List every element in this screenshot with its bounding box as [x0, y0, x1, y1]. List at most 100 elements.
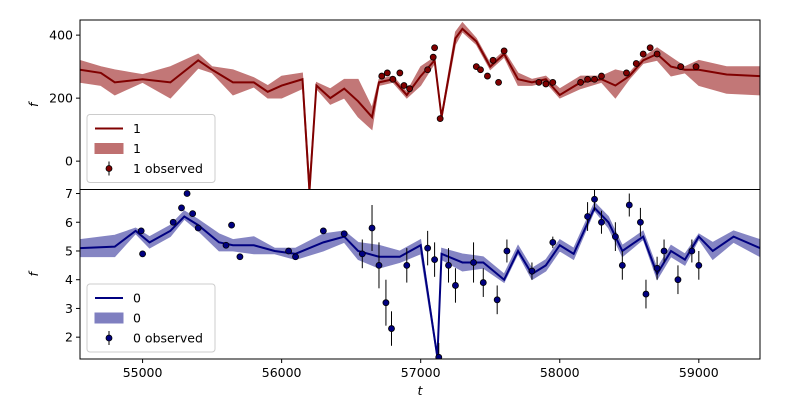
observed-point [493, 296, 501, 304]
observed-point [445, 261, 452, 269]
observed-point [577, 78, 585, 86]
y-tick-label: 200 [49, 91, 73, 106]
observed-point [495, 78, 502, 86]
observed-point [139, 250, 146, 258]
observed-point [435, 353, 443, 359]
observed-point [489, 56, 497, 64]
legend-label: 0 observed [133, 331, 203, 346]
plot-area [80, 21, 760, 190]
observed-point [637, 218, 644, 226]
observed-point [340, 230, 348, 238]
observed-point [228, 221, 235, 229]
observed-point [236, 253, 244, 261]
observed-point [484, 72, 491, 80]
observed-point [375, 261, 383, 269]
observed-point [542, 80, 550, 88]
observed-point [528, 267, 536, 275]
observed-point [677, 63, 685, 71]
observed-point [194, 224, 202, 232]
x-tick-label: 57000 [401, 365, 441, 380]
observed-point [389, 75, 397, 83]
observed-point [591, 75, 598, 83]
observed-point [189, 210, 197, 218]
y-tick-label: 4 [65, 272, 73, 287]
y-tick-label: 3 [65, 301, 73, 316]
observed-point [436, 115, 444, 123]
legend-swatch [105, 165, 113, 172]
observed-point [406, 85, 413, 93]
confidence-band [80, 21, 760, 190]
observed-point [424, 244, 432, 252]
observed-point [653, 50, 661, 58]
legend-box [86, 283, 216, 353]
observed-point [660, 247, 668, 255]
observed-point [452, 282, 459, 289]
observed-point [403, 261, 411, 269]
observed-point [388, 325, 395, 332]
observed-point [396, 69, 404, 77]
observed-point [477, 66, 484, 74]
observed-point [639, 50, 647, 58]
observed-point [618, 261, 626, 269]
legend-label: 0 [133, 291, 141, 306]
observed-point [625, 201, 633, 209]
plot-area [80, 189, 760, 359]
y-tick-label: 6 [65, 215, 73, 230]
observed-point [692, 63, 700, 71]
observed-point [632, 60, 640, 67]
observed-point [358, 250, 366, 258]
observed-point [642, 290, 650, 298]
frame [79, 189, 761, 360]
y-axis-label: f [26, 101, 41, 107]
observed-point [503, 247, 511, 255]
observed-point [319, 227, 327, 235]
observed-point [598, 72, 605, 80]
observed-point [178, 204, 185, 212]
legend-label: 1 observed [133, 161, 203, 176]
observed-point [470, 259, 477, 266]
observed-point [137, 227, 145, 235]
observed-point [598, 218, 605, 226]
observed-point [611, 233, 619, 241]
observed-point [584, 213, 591, 220]
observed-point [431, 44, 439, 52]
y-tick-label: 0 [65, 154, 73, 169]
mean-line [80, 206, 760, 358]
observed-point [549, 78, 557, 86]
x-axis-label: t [418, 383, 424, 398]
observed-point [183, 190, 191, 197]
x-tick-label: 55000 [123, 365, 163, 380]
observed-point [591, 195, 598, 203]
x-tick-label: 58000 [540, 365, 580, 380]
y-tick-label: 5 [65, 243, 73, 258]
observed-point [688, 247, 696, 255]
observed-point [653, 264, 661, 272]
observed-point [584, 75, 591, 83]
observed-point [292, 253, 299, 261]
observed-point [368, 224, 376, 232]
observed-point [695, 261, 703, 269]
observed-point [549, 238, 557, 246]
y-axis-label: f [26, 270, 41, 276]
x-tick-label: 56000 [262, 365, 302, 380]
observed-point [646, 44, 654, 52]
observed-point [222, 241, 230, 249]
y-tick-label: 400 [49, 28, 73, 43]
observed-point [169, 218, 177, 226]
observed-point [623, 69, 630, 77]
legend-label: 1 [133, 121, 141, 136]
y-tick-label: 2 [65, 330, 73, 345]
observed-point [431, 256, 439, 263]
legend-swatch [94, 312, 124, 324]
observed-point [424, 66, 432, 74]
legend-label: 1 [133, 141, 141, 156]
observed-point [674, 276, 682, 284]
legend-swatch [94, 143, 124, 154]
x-tick-label: 59000 [679, 365, 719, 380]
legend-swatch [105, 334, 113, 342]
observed-point [479, 279, 487, 286]
observed-point [400, 82, 408, 89]
observed-point [429, 53, 437, 61]
observed-point [500, 47, 508, 55]
y-tick-label: 7 [65, 186, 73, 201]
